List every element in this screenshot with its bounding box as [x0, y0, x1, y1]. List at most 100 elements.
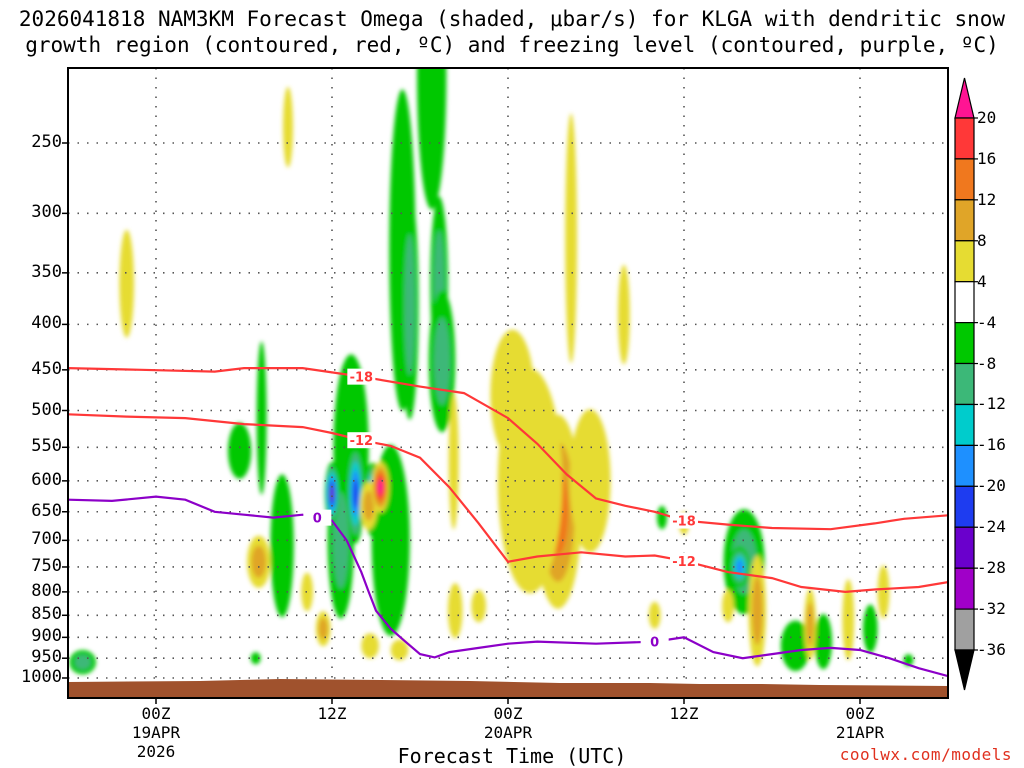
- y-tick-label: 950: [31, 647, 62, 668]
- y-tick-label: 850: [31, 604, 62, 625]
- contour-line-0: [68, 495, 948, 678]
- colorbar-label: -20: [977, 476, 1006, 496]
- colorbar-segment: [954, 240, 975, 283]
- colorbar-label: -24: [977, 517, 1006, 537]
- colorbar-segment: [954, 403, 975, 447]
- contour-label-bg: [347, 432, 376, 449]
- omega-cell: [447, 583, 463, 639]
- omega-cell: [618, 264, 630, 365]
- colorbar-label: 4: [977, 271, 987, 291]
- omega-cell: [780, 620, 811, 671]
- contour-label-bg: [303, 509, 332, 526]
- contour-label: -18: [350, 371, 374, 386]
- omega-shading: [69, 68, 914, 675]
- omega-cell: [842, 579, 855, 661]
- y-tick-label: 800: [31, 580, 62, 601]
- contour-label: -18: [672, 515, 696, 530]
- omega-cell: [448, 392, 459, 530]
- omega-cell: [377, 480, 383, 495]
- y-tick-label: 400: [31, 313, 62, 334]
- grid-lines: [68, 68, 948, 698]
- x-tick-label: 12Z: [669, 704, 699, 723]
- omega-cell: [863, 604, 878, 653]
- colorbar-label: -28: [977, 558, 1006, 578]
- contour-label: 0: [313, 512, 322, 527]
- contour-label-bg: [670, 512, 698, 529]
- contour-label: 0: [650, 636, 659, 651]
- colorbar-label: -36: [977, 640, 1006, 659]
- colorbar-segment: [954, 362, 975, 406]
- omega-cell: [471, 589, 487, 623]
- omega-cell: [565, 113, 577, 364]
- colorbar-label: 16: [977, 148, 997, 168]
- y-tick-label: 550: [31, 436, 62, 457]
- omega-cell: [227, 422, 252, 479]
- y-tick-label: 1000: [21, 667, 62, 687]
- chart-title-line1: 2026041818 NAM3KM Forecast Omega (shaded…: [18, 7, 1006, 31]
- y-tick-label: 700: [31, 529, 62, 550]
- contour-line-minus12: [68, 413, 948, 594]
- colorbar-segment: [954, 281, 975, 324]
- x-tick-label: 00Z 21APR: [835, 704, 885, 742]
- colorbar-bottom-arrow: [954, 649, 975, 691]
- y-tick-label: 250: [31, 132, 62, 152]
- x-tick-label: 00Z 19APR 2026: [131, 704, 181, 761]
- omega-cell: [877, 565, 890, 619]
- y-tick-label: 600: [31, 469, 62, 490]
- credit-link[interactable]: coolwx.com/models: [839, 745, 1012, 764]
- colorbar-top-arrow: [954, 77, 975, 119]
- omega-cell: [390, 639, 409, 661]
- contour-line-minus18: [68, 367, 948, 531]
- x-axis-ticks: [155, 698, 861, 704]
- omega-cell: [363, 490, 375, 521]
- colorbar-label: 20: [977, 108, 997, 127]
- colorbar-segment: [954, 485, 975, 528]
- omega-cell: [301, 572, 313, 612]
- omega-cell: [722, 589, 734, 623]
- omega-cell: [814, 614, 833, 670]
- terrain-ground: [68, 679, 948, 698]
- y-tick-label: 350: [31, 261, 62, 282]
- contour-label: -12: [672, 555, 696, 570]
- x-tick-label: 00Z 20APR: [483, 704, 533, 742]
- y-tick-label: 300: [31, 202, 62, 223]
- contour-label-bg: [670, 552, 698, 569]
- colorbar-label: -32: [977, 599, 1006, 619]
- omega-cell: [353, 479, 358, 508]
- colorbar-label: 12: [977, 189, 997, 209]
- colorbar-label: -8: [977, 353, 997, 373]
- x-tick-label: 12Z: [317, 704, 347, 723]
- colorbar-segment: [954, 444, 975, 487]
- omega-cell: [74, 654, 91, 670]
- colorbar-label: 8: [977, 230, 987, 250]
- colorbar-label: -12: [977, 394, 1006, 414]
- y-tick-label: 500: [31, 399, 62, 420]
- omega-cell: [330, 485, 334, 502]
- contour-label: -12: [350, 434, 374, 449]
- chart-title-line2: growth region (contoured, red, ºC) and f…: [25, 33, 999, 57]
- colorbar-segment: [954, 322, 975, 365]
- omega-cell: [251, 545, 266, 578]
- colorbar-segment: [954, 158, 975, 201]
- omega-cell: [433, 317, 451, 405]
- omega-cell: [497, 368, 563, 594]
- contour-label-bg: [347, 368, 376, 385]
- contour-label-bg: [640, 633, 669, 650]
- y-axis-ticks: [62, 142, 68, 679]
- colorbar-label: -4: [977, 312, 997, 332]
- colorbar-segment: [954, 526, 975, 569]
- omega-cell: [404, 233, 416, 376]
- omega-cell: [283, 86, 293, 168]
- x-axis-title: Forecast Time (UTC): [397, 744, 627, 768]
- omega-cell: [256, 341, 267, 495]
- y-tick-label: 750: [31, 555, 62, 576]
- omega-cell: [736, 559, 744, 575]
- colorbar: [954, 77, 978, 691]
- omega-cell: [250, 652, 261, 665]
- omega-cell: [270, 474, 294, 618]
- omega-cell: [417, 68, 447, 210]
- omega-cell: [806, 602, 814, 647]
- y-tick-label: 900: [31, 626, 62, 647]
- omega-cell: [648, 601, 661, 629]
- colorbar-segment: [954, 199, 975, 242]
